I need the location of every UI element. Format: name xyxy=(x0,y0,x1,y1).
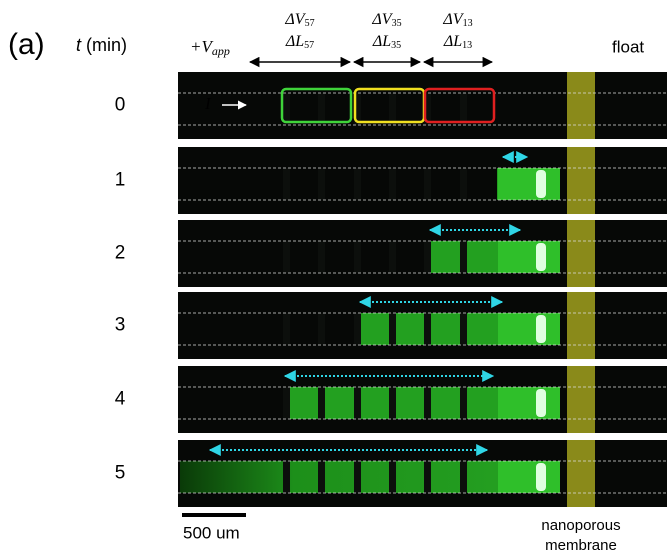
electrode xyxy=(460,241,467,273)
bright-front xyxy=(536,463,546,491)
time-label: 3 xyxy=(115,315,126,336)
symbol: ΔV xyxy=(371,11,393,28)
electrode xyxy=(460,168,467,200)
panel-label: (a) xyxy=(8,28,45,61)
electrode xyxy=(460,93,467,125)
symbol: ΔV xyxy=(442,11,464,28)
electrode xyxy=(424,168,431,200)
fluorescence-front xyxy=(498,387,560,419)
subscript: 35 xyxy=(392,18,402,29)
segment-length: ΔL57 xyxy=(285,33,314,52)
electrode xyxy=(318,168,325,200)
membrane xyxy=(567,147,595,214)
electrode xyxy=(389,241,396,273)
electrode xyxy=(318,461,325,493)
symbol: ΔV xyxy=(284,11,306,28)
subscript: 35 xyxy=(391,40,401,51)
fluorescence-front xyxy=(498,313,560,345)
electrode xyxy=(424,461,431,493)
strip xyxy=(178,292,667,359)
fluorescence-front xyxy=(498,168,560,200)
subscript: 13 xyxy=(463,18,473,29)
segment-voltage: ΔV35 xyxy=(371,11,401,30)
electrode xyxy=(354,241,361,273)
electrode xyxy=(283,241,290,273)
float-label: float xyxy=(612,37,644,56)
bright-front xyxy=(536,170,546,198)
membrane xyxy=(567,72,595,139)
scale-bar xyxy=(182,513,246,517)
subscript: 13 xyxy=(462,40,472,51)
segment-length: ΔL13 xyxy=(443,33,472,52)
membrane xyxy=(567,366,595,433)
strip xyxy=(178,220,667,287)
symbol: ΔL xyxy=(285,33,304,50)
fluorescence-front xyxy=(498,461,560,493)
strip xyxy=(178,72,667,139)
electrode xyxy=(354,168,361,200)
scale-bar-label: 500 um xyxy=(183,523,240,542)
voltage-label: +Vapp xyxy=(190,37,230,58)
electrode xyxy=(389,461,396,493)
electrode xyxy=(424,387,431,419)
electrode xyxy=(354,387,361,419)
bright-front xyxy=(536,389,546,417)
electrode xyxy=(318,93,325,125)
membrane xyxy=(567,292,595,359)
electrode xyxy=(389,387,396,419)
time-label: 4 xyxy=(115,389,126,410)
subscript: 57 xyxy=(305,18,315,29)
subscript: 57 xyxy=(304,40,314,51)
membrane-label: membrane xyxy=(545,537,617,554)
electrode xyxy=(460,313,467,345)
time-label: 2 xyxy=(115,243,126,264)
fluorescence-front xyxy=(498,241,560,273)
strip xyxy=(178,147,667,214)
electrode xyxy=(354,461,361,493)
time-header: t (min) xyxy=(76,35,127,55)
electrode xyxy=(318,313,325,345)
electrode xyxy=(283,168,290,200)
electrode xyxy=(283,313,290,345)
electrode xyxy=(318,387,325,419)
bright-front xyxy=(536,315,546,343)
electrode xyxy=(460,387,467,419)
electrode xyxy=(389,93,396,125)
symbol: ΔL xyxy=(443,33,462,50)
segment-voltage: ΔV57 xyxy=(284,11,314,30)
membrane-label: nanoporous xyxy=(541,517,620,534)
electrode xyxy=(424,241,431,273)
electrode xyxy=(389,313,396,345)
electrode xyxy=(389,168,396,200)
membrane xyxy=(567,220,595,287)
bright-front xyxy=(536,243,546,271)
time-label: 1 xyxy=(115,170,126,191)
symbol: ΔL xyxy=(372,33,391,50)
electrode xyxy=(460,461,467,493)
strip xyxy=(178,366,667,433)
segment-voltage: ΔV13 xyxy=(442,11,472,30)
segment-length: ΔL35 xyxy=(372,33,401,52)
time-label: 0 xyxy=(115,95,126,116)
time-label: 5 xyxy=(115,463,126,484)
electrode xyxy=(424,313,431,345)
electrode xyxy=(283,461,290,493)
figure: (a) t (min) +Vapp float ΔV57ΔL57ΔV35ΔL35… xyxy=(0,0,667,557)
electrode xyxy=(318,241,325,273)
electrode xyxy=(354,313,361,345)
electrode xyxy=(283,387,290,419)
strip xyxy=(178,440,667,507)
membrane xyxy=(567,440,595,507)
